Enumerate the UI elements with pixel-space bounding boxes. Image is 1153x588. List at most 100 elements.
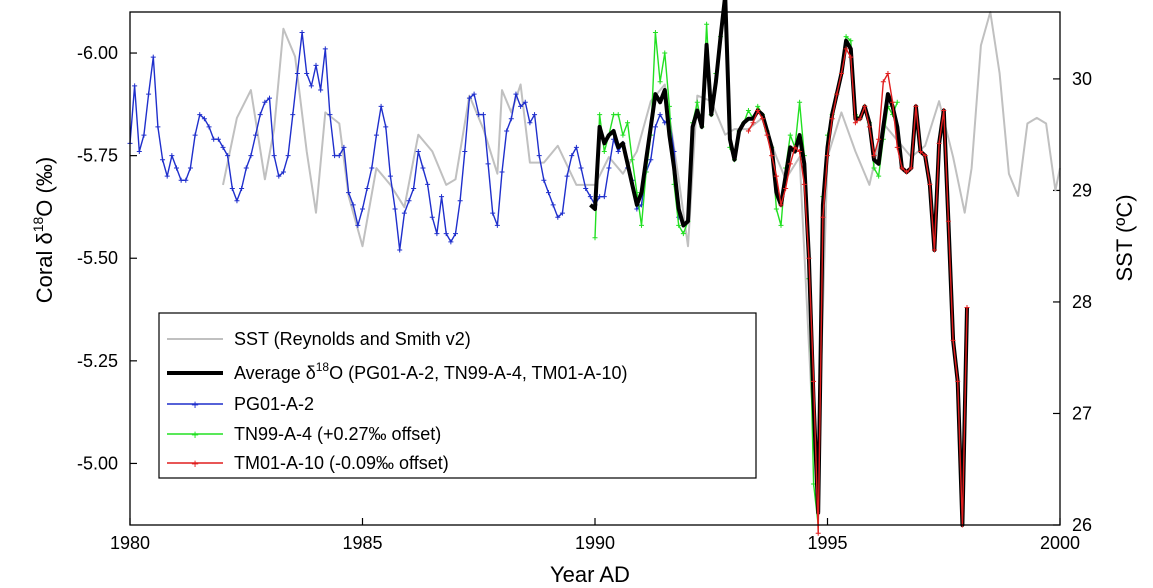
- data-point-tm01: [880, 79, 886, 85]
- data-point-tn99: [676, 222, 682, 228]
- data-point-pg01: [434, 231, 440, 237]
- data-point-pg01: [276, 173, 282, 179]
- data-point-tn99: [657, 79, 663, 85]
- data-point-pg01: [141, 132, 147, 138]
- data-point-pg01: [657, 112, 663, 118]
- data-point-pg01: [336, 153, 342, 159]
- data-point-pg01: [146, 91, 152, 97]
- data-point-pg01: [360, 206, 365, 212]
- data-point-tn99: [662, 50, 668, 56]
- data-point-pg01: [564, 173, 570, 179]
- data-point-tn99: [773, 206, 779, 212]
- data-point-tn99: [601, 149, 607, 155]
- data-point-tm01: [787, 161, 793, 167]
- y-tick-label: -5.00: [77, 453, 118, 473]
- x-axis-label: Year AD: [550, 562, 630, 587]
- data-point-pg01: [160, 157, 166, 163]
- data-point-tm01: [904, 169, 910, 175]
- data-point-tn99: [894, 99, 900, 105]
- data-point-pg01: [164, 173, 170, 179]
- data-point-pg01: [541, 177, 547, 183]
- data-point-tm01: [806, 255, 812, 261]
- data-point-pg01: [499, 169, 505, 175]
- data-point-tn99: [620, 132, 626, 138]
- data-point-tm01: [899, 165, 905, 171]
- data-point-tm01: [918, 149, 923, 155]
- series-line-sst: [222, 11, 1061, 465]
- data-point-pg01: [485, 161, 491, 167]
- y-tick-label: -5.50: [77, 248, 118, 268]
- data-point-tn99: [652, 30, 658, 36]
- data-point-pg01: [597, 194, 603, 200]
- x-tick-label: 1980: [110, 533, 150, 553]
- data-point-tm01: [908, 165, 914, 171]
- series-line-tn99: [594, 0, 898, 526]
- data-point-tn99: [876, 173, 882, 179]
- data-point-pg01: [606, 165, 612, 171]
- data-point-tm01: [927, 181, 933, 187]
- data-point-tm01: [843, 46, 849, 52]
- data-point-tn99: [639, 222, 644, 228]
- y2-tick-label: 26: [1072, 515, 1092, 535]
- data-point-pg01: [378, 103, 384, 109]
- data-point-tm01: [922, 153, 928, 159]
- data-point-pg01: [471, 91, 477, 97]
- data-point-tn99: [680, 231, 686, 237]
- data-point-tm01: [764, 132, 770, 138]
- data-point-tm01: [759, 116, 765, 122]
- data-point-tm01: [834, 91, 840, 97]
- data-point-tm01: [778, 202, 784, 208]
- data-point-tn99: [611, 112, 617, 118]
- data-point-pg01: [546, 190, 551, 196]
- data-point-pg01: [183, 177, 189, 183]
- y-axis-ticks: -6.00 -5.75 -5.50 -5.25 -5.00: [77, 43, 137, 473]
- data-point-pg01: [243, 165, 249, 171]
- data-point-pg01: [132, 83, 138, 89]
- plot-series: [127, 0, 1061, 536]
- data-point-tm01: [829, 116, 835, 122]
- data-point-pg01: [601, 194, 607, 200]
- y-tick-label: -6.00: [77, 43, 118, 63]
- data-point-pg01: [267, 95, 272, 101]
- data-point-tn99: [871, 165, 877, 171]
- data-point-pg01: [341, 144, 347, 150]
- data-point-pg01: [387, 173, 393, 179]
- data-point-pg01: [262, 99, 268, 105]
- data-point-pg01: [346, 190, 352, 196]
- data-point-tm01: [885, 71, 891, 77]
- x-tick-label: 1990: [575, 533, 615, 553]
- data-point-pg01: [578, 165, 584, 171]
- data-point-pg01: [136, 149, 142, 155]
- x-axis-ticks: 1980 1985 1990 1995 2000: [110, 518, 1080, 553]
- data-point-pg01: [192, 132, 198, 138]
- data-point-pg01: [229, 185, 235, 191]
- data-point-tn99: [694, 99, 700, 105]
- legend-label-tn99: TN99-A-4 (+0.27‰ offset): [234, 424, 441, 444]
- series-line-tm01: [747, 48, 968, 534]
- data-point-tm01: [773, 173, 779, 179]
- data-point-pg01: [169, 153, 175, 159]
- data-point-tm01: [797, 149, 803, 155]
- data-point-pg01: [248, 153, 254, 159]
- y2-axis-ticks: 26 27 28 29 30: [1053, 69, 1092, 535]
- x-tick-label: 1985: [342, 533, 382, 553]
- data-point-pg01: [527, 120, 533, 126]
- data-point-pg01: [271, 153, 277, 159]
- data-point-tn99: [629, 157, 635, 163]
- data-point-pg01: [294, 71, 300, 77]
- y2-tick-label: 27: [1072, 403, 1092, 423]
- data-point-pg01: [187, 165, 193, 171]
- data-point-tm01: [755, 107, 761, 113]
- data-point-tm01: [894, 144, 900, 150]
- data-point-pg01: [332, 153, 338, 159]
- data-point-tm01: [931, 247, 937, 253]
- data-point-tm01: [866, 124, 872, 130]
- data-point-tn99: [625, 120, 631, 126]
- data-point-tn99: [848, 38, 854, 44]
- data-point-pg01: [406, 198, 412, 204]
- data-point-pg01: [532, 112, 538, 118]
- series-pg01: [127, 30, 682, 253]
- data-point-tn99: [787, 132, 793, 138]
- x-tick-label: 2000: [1040, 533, 1080, 553]
- data-point-tm01: [890, 99, 896, 105]
